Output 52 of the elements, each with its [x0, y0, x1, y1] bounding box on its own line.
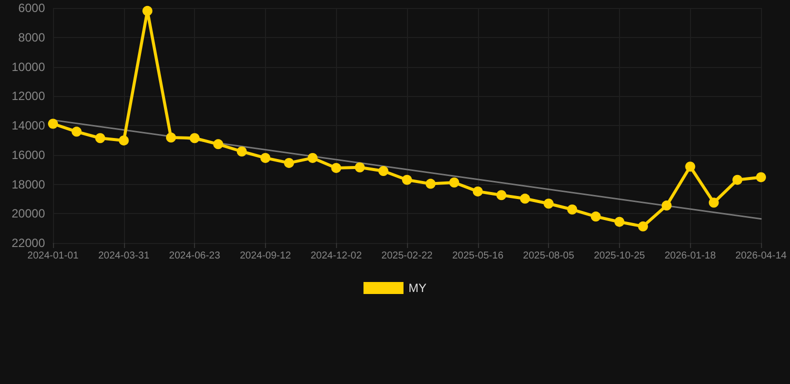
point [449, 177, 460, 188]
point [213, 139, 224, 150]
point [732, 174, 742, 185]
point [614, 216, 624, 227]
x-tick-label: 2025-02-22 [381, 250, 434, 262]
y-tick-label: 6000 [18, 1, 46, 15]
point [236, 146, 247, 156]
point [662, 200, 672, 211]
y-tick-label: 16000 [12, 148, 46, 162]
y-tick-label: 18000 [12, 177, 46, 192]
point [590, 212, 601, 222]
point [331, 162, 342, 173]
point [72, 126, 82, 137]
x-tick-label: 2024-06-23 [169, 250, 221, 262]
x-tick-label: 2026-04-14 [735, 250, 788, 262]
point [426, 178, 436, 189]
y-tick-label: 12000 [12, 89, 46, 104]
point [496, 190, 506, 200]
point [638, 221, 648, 232]
point [190, 133, 200, 144]
point [708, 198, 719, 208]
legend-label: MY [408, 281, 426, 295]
x-tick-label: 2024-03-31 [98, 250, 150, 262]
point [520, 194, 530, 204]
point [756, 172, 766, 182]
y-tick-label: 10000 [12, 60, 46, 74]
point [166, 132, 176, 143]
point [284, 158, 294, 168]
x-tick-label: 2024-12-02 [310, 250, 362, 262]
point [354, 162, 365, 172]
point [142, 6, 152, 16]
point [95, 133, 106, 144]
x-tick-label: 2024-09-12 [240, 250, 292, 262]
point [378, 166, 388, 176]
x-tick-label: 2024-01-01 [27, 250, 80, 262]
point [308, 152, 318, 163]
x-tick-label: 2025-05-16 [452, 250, 504, 262]
y-tick-label: 14000 [12, 118, 46, 132]
x-tick-label: 2025-10-25 [594, 250, 646, 262]
y-tick-label: 22000 [12, 236, 46, 250]
point [48, 118, 58, 129]
x-tick-label: 2026-01-18 [664, 250, 716, 262]
x-tick-label: 2025-08-05 [523, 250, 575, 262]
point [260, 152, 270, 163]
point [472, 186, 483, 196]
point [544, 198, 554, 209]
y-tick-label: 8000 [18, 30, 46, 44]
point [685, 162, 696, 172]
point [402, 174, 412, 185]
point [118, 135, 129, 146]
point [567, 204, 578, 215]
y-tick-label: 20000 [12, 206, 46, 221]
